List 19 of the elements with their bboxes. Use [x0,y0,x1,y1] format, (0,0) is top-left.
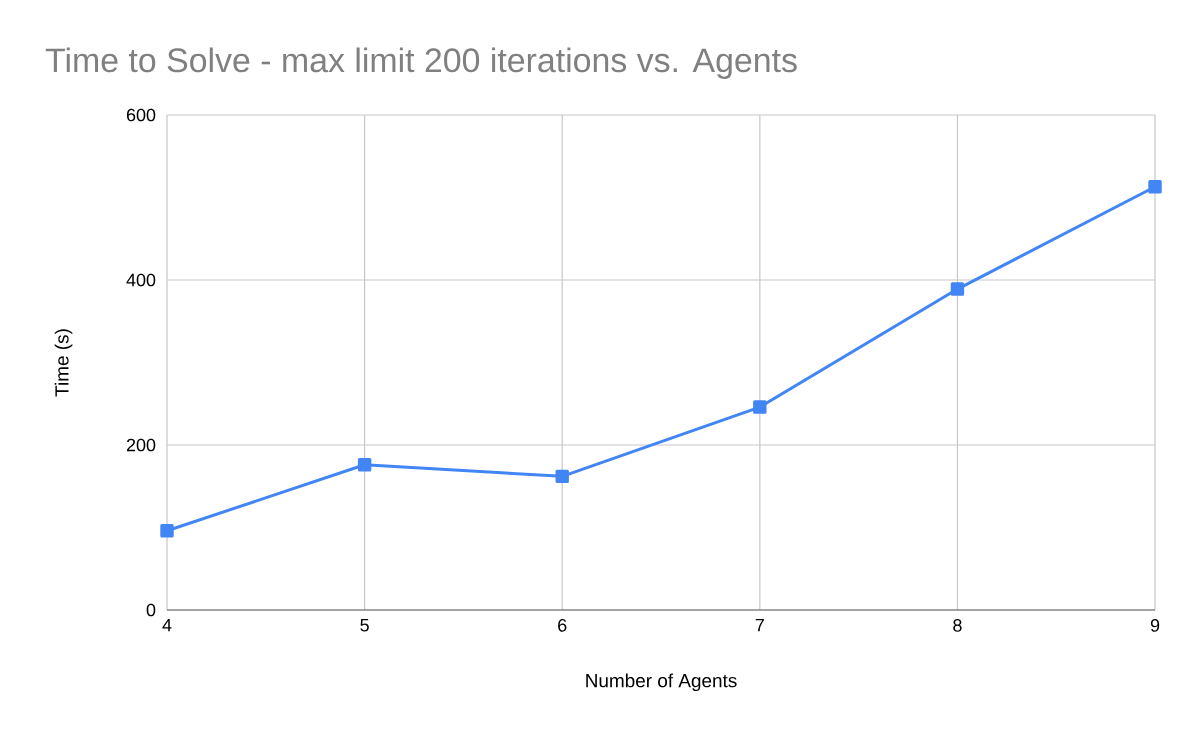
point [1148,180,1162,194]
point [160,524,174,538]
y-tick-label: 0 [146,603,156,617]
chart-title: Time to Solve - max limit 200 iterations vs. Agents [45,47,797,80]
point [357,458,372,472]
x-tick-label: 9 [1150,619,1160,632]
x-tick-label: 7 [755,619,764,632]
point [555,469,569,484]
y-axis-title: Time (s) [54,329,73,397]
y-tick-label: 200 [126,438,156,452]
x-tick-label: 6 [558,619,567,632]
x-axis-title: Number of Agents [586,673,737,692]
point [950,282,965,296]
y-tick-label: 400 [126,273,156,287]
x-tick-label: 4 [162,619,172,632]
x-tick-label: 8 [953,619,962,632]
y-tick-label: 600 [126,108,156,122]
point [753,400,767,414]
x-tick-label: 5 [360,619,369,632]
